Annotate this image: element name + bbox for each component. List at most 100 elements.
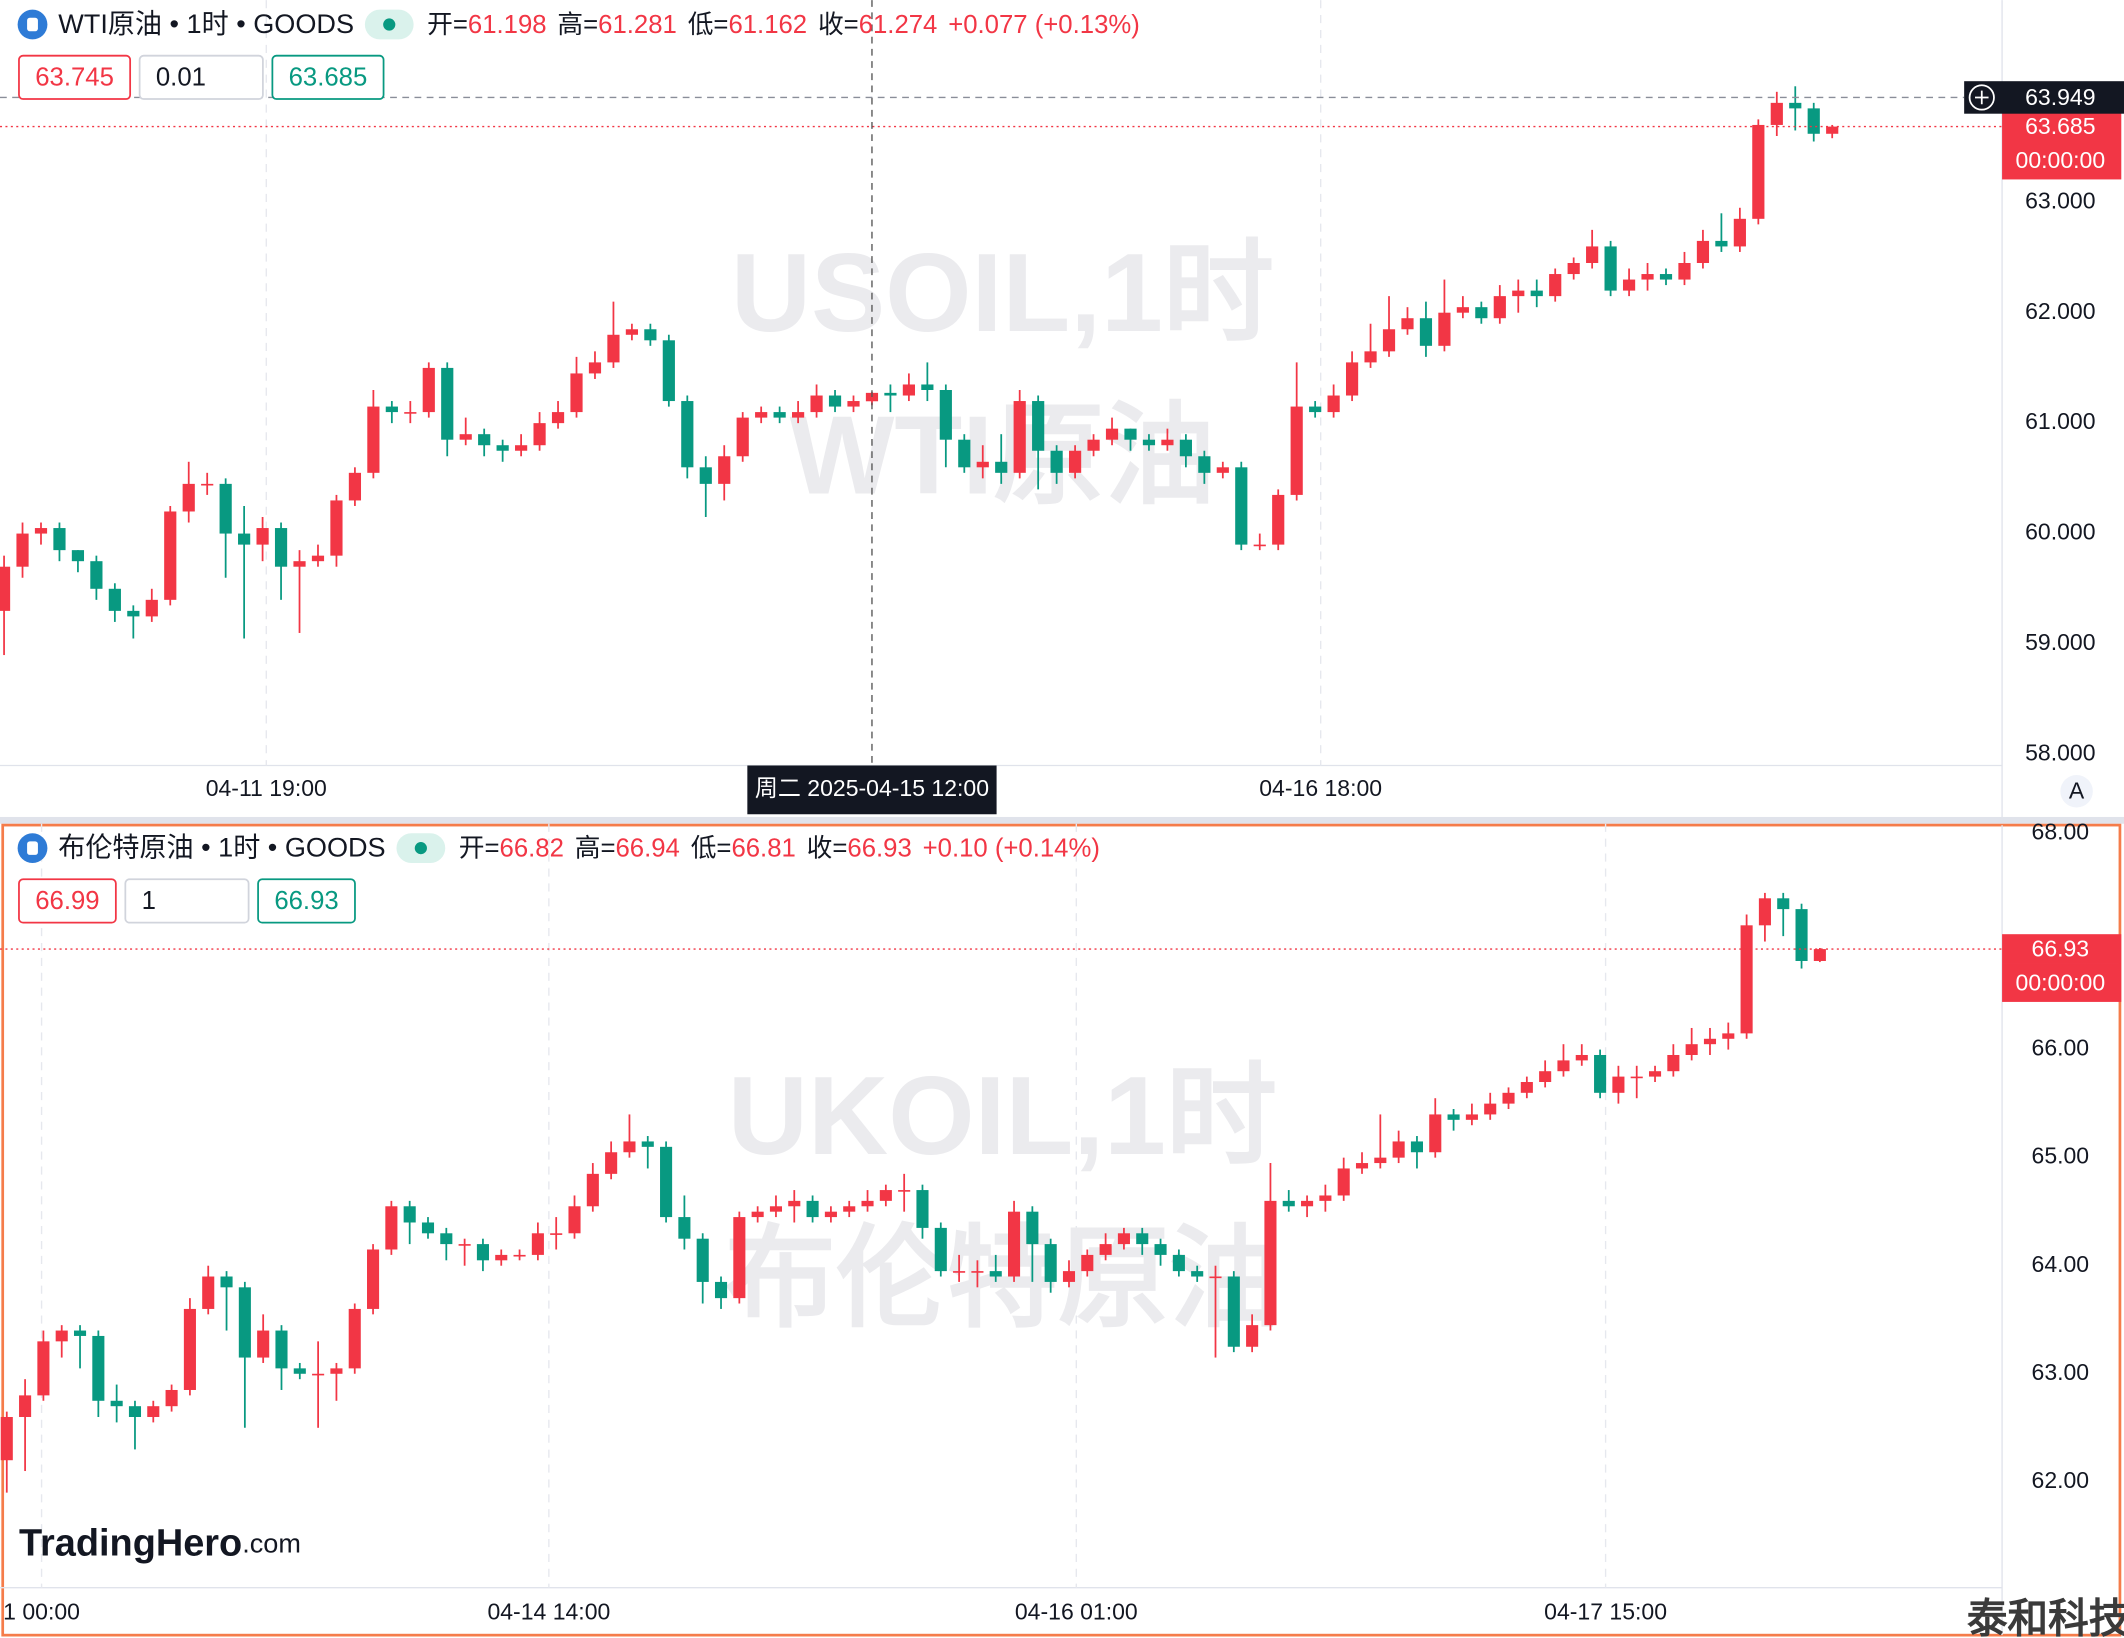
candle-body [1319,1195,1332,1201]
candle-body [403,1206,416,1223]
order-box[interactable] [138,54,264,100]
candle-body [1696,240,1710,263]
candle-body [34,528,48,534]
order-box-value[interactable]: 66.99 [35,887,99,915]
candle-body [1044,1244,1057,1282]
order-box-value[interactable]: 63.685 [289,64,368,92]
candle-body [718,456,731,484]
candle-body [1807,108,1820,134]
candle-body [1191,1271,1204,1277]
candle-body [1026,1211,1039,1245]
candle-body [202,1276,215,1309]
candle-body [513,1254,526,1257]
candle-body [37,1341,50,1396]
candle-body [1081,1254,1094,1272]
ohlc-key: 收= [818,10,859,39]
order-box[interactable] [18,878,117,924]
candle-body [1179,439,1192,457]
crosshair-add-icon-plus[interactable] [1974,90,1989,105]
y-tick-label: 63.000 [2025,187,2095,213]
candle-body [257,1330,270,1358]
candle-body [1612,1076,1625,1093]
candle-body [1154,1244,1167,1255]
candle-body [16,533,29,567]
candle-body [641,1141,654,1147]
candle-body [293,1368,306,1374]
candle-body [1105,428,1119,440]
candle-body [1758,898,1771,926]
order-box-value[interactable]: 66.93 [274,887,338,915]
symbol-label[interactable]: WTI原油 • 1时 • GOODS [58,8,354,39]
candle-body [53,528,66,551]
symbol-label[interactable]: 布伦特原油 • 1时 • GOODS [58,832,385,863]
ohlc-key: 收= [807,833,848,862]
candle-body [1641,274,1654,280]
candle-body [1246,1325,1259,1347]
y-tick-label: 68.00 [2032,819,2090,845]
last-price-tag [2002,111,2122,142]
ohlc-value: 61.162 [728,11,807,39]
candle-body [128,1406,142,1417]
candle-body [1209,1276,1222,1279]
candle-body [1557,1060,1570,1072]
candle-body [164,511,177,600]
candle-body [865,392,879,402]
candle-body [1586,246,1599,263]
candle-body [769,1206,783,1212]
candle-body [1117,1233,1130,1245]
last-price-tag [2002,934,2122,964]
candle-body [736,417,749,457]
order-box-value[interactable]: 63.745 [35,64,114,92]
ohlc-key: 开= [459,834,500,862]
candle-body [898,1190,911,1192]
candle-body [1355,1163,1369,1169]
pane-separator [0,816,2124,824]
candle-body [182,483,195,512]
candle-body [995,461,1008,473]
candle-body [623,1141,636,1153]
market-status-dot [383,18,396,31]
y-tick-label: 58.000 [2025,740,2095,766]
candle-body [714,1281,728,1299]
candle-body [660,1146,673,1218]
candle-body [1337,1168,1350,1196]
order-box[interactable] [257,878,356,924]
candle-body [1502,1092,1515,1104]
candle-body [147,1406,160,1417]
candle-body [367,406,380,473]
candle-body [1795,909,1808,961]
candle-body [1301,1200,1314,1207]
auto-scale-button[interactable] [2060,774,2093,808]
candle-body [1068,450,1082,473]
crosshair-add-icon[interactable] [1968,84,1995,111]
candle-body [607,334,620,363]
order-box[interactable] [271,54,385,100]
candle-body [0,1416,13,1461]
candle-body [1282,1200,1295,1207]
candle-body [515,445,528,451]
order-box-value[interactable]: 0.01 [156,64,206,92]
order-box-value[interactable]: 1 [142,887,156,915]
auto-scale-label[interactable]: A [2069,778,2085,804]
candle-body [588,362,602,374]
x-tick-label: 04-16 01:00 [1015,1599,1138,1625]
candle-body [71,550,85,562]
candle-body [1142,439,1156,446]
order-box[interactable] [124,878,250,924]
ohlc-key: 低= [691,833,732,862]
y-tick-label: 62.000 [2025,298,2095,324]
ohlc-change: +0.077 (+0.13%) [948,11,1140,39]
candle-body [19,1395,32,1417]
candle-body [1604,246,1617,291]
x-tick-label: 1 00:00 [3,1599,80,1625]
candle-body [1667,1054,1680,1072]
order-box[interactable] [18,54,132,100]
candle-body [330,1368,343,1374]
ohlc-value: 66.82 [500,834,564,862]
y-tick-label: 65.00 [2032,1143,2090,1169]
candle-body [1327,395,1340,413]
y-tick-label: 63.00 [2032,1359,2090,1385]
candle-body [1826,126,1839,134]
